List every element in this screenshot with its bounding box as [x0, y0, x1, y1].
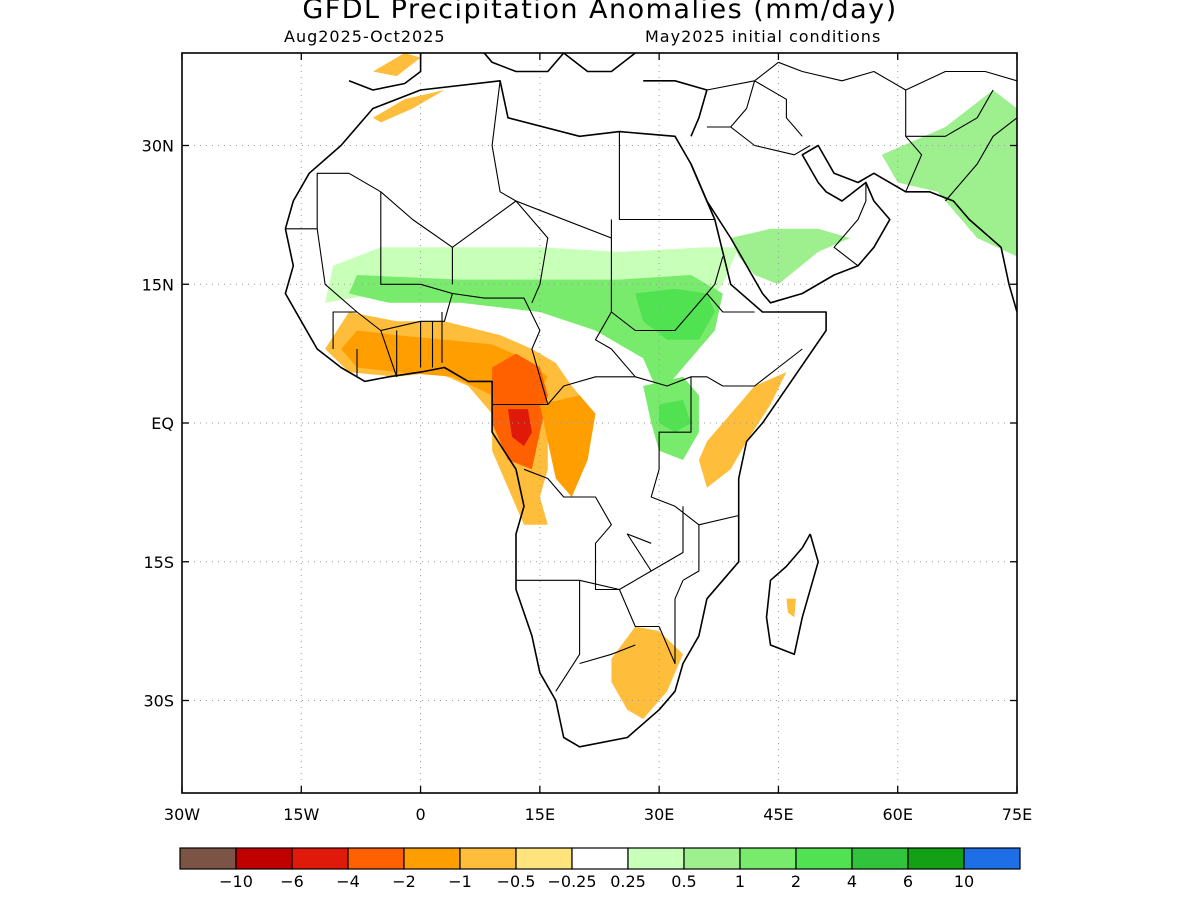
colorbar-label: −10: [219, 872, 253, 891]
country-border: [626, 533, 652, 572]
colorbar-swatch: [851, 847, 909, 870]
colorbar-label: −4: [336, 872, 360, 891]
colorbar-swatch: [571, 847, 629, 870]
country-border: [706, 293, 755, 313]
page-title: GFDL Precipitation Anomalies (mm/day): [302, 0, 898, 25]
country-border: [380, 330, 398, 377]
country-border: [380, 191, 453, 295]
colorbar-label: 6: [903, 872, 913, 891]
colorbar-label: 1: [735, 872, 745, 891]
colorbar-label: 10: [954, 872, 974, 891]
anomaly-arabia-wet: [730, 228, 850, 285]
anomaly-madagascar-dry: [786, 598, 796, 618]
colorbar-label: −6: [280, 872, 304, 891]
anomaly-east-africa-core: [659, 399, 691, 433]
country-border: [706, 126, 811, 156]
colorbar-swatch: [291, 847, 349, 870]
anomaly-congo-core: [508, 409, 532, 447]
lat-tick-label: EQ: [151, 414, 174, 433]
colorbar-swatch: [179, 847, 237, 870]
country-border: [539, 376, 636, 406]
country-border: [348, 172, 803, 387]
anomaly-sahel-core: [349, 275, 723, 396]
colorbar-label: −2: [392, 872, 416, 891]
colorbar-label: 0.5: [671, 872, 696, 891]
country-border: [682, 524, 700, 581]
lon-tick-label: 0: [415, 805, 425, 824]
country-border: [516, 579, 660, 628]
country-borders: [285, 61, 1017, 692]
colorbar-swatch: [627, 847, 685, 870]
lon-tick-label: 30W: [164, 805, 200, 824]
initial-conditions-label: May2025 initial conditions: [645, 27, 882, 46]
country-border: [285, 172, 349, 230]
colorbar-label: 4: [847, 872, 857, 891]
country-border: [618, 131, 715, 221]
lon-tick-label: 75E: [1002, 805, 1032, 824]
country-border: [332, 311, 357, 349]
colorbar-label: 2: [791, 872, 801, 891]
country-border: [833, 182, 867, 267]
colorbar-label: −0.5: [497, 872, 536, 891]
anomaly-maghreb-dry: [372, 90, 445, 123]
arabia-coast: [690, 144, 1017, 313]
country-border: [698, 61, 779, 118]
anomaly-iberia-dry: [372, 53, 421, 77]
lon-tick-label: 15W: [283, 805, 319, 824]
anomaly-india-wet: [881, 90, 1017, 257]
colorbar-swatch: [963, 847, 1021, 870]
country-border: [316, 228, 541, 377]
axis-ticks: 30W 15W 0 15E 30E 45E 60E 75E 30N 15N EQ 15S 30S: [142, 53, 1032, 824]
country-border: [754, 80, 803, 137]
country-border: [611, 256, 724, 332]
colorbar-swatch: [515, 847, 573, 870]
colorbar-label: −1: [448, 872, 472, 891]
country-border: [523, 468, 684, 591]
colorbar-swatch: [795, 847, 853, 870]
anomaly-fills: [325, 53, 1017, 719]
country-border: [778, 61, 923, 193]
colorbar-swatch: [347, 847, 405, 870]
colorbar-swatch: [403, 847, 461, 870]
lat-tick-label: 15S: [143, 553, 174, 572]
colorbar: −10 −6 −4 −2 −1 −0.5 −0.25 0.25 0.5 1 2 4 6 10: [179, 847, 1021, 891]
lon-tick-label: 60E: [882, 805, 912, 824]
colorbar-swatch: [683, 847, 741, 870]
madagascar: [765, 533, 820, 656]
country-border: [905, 89, 994, 137]
lon-tick-label: 45E: [763, 805, 793, 824]
lon-tick-label: 30E: [644, 805, 674, 824]
country-border: [650, 376, 739, 526]
country-border: [491, 80, 517, 202]
africa-coast: [284, 80, 827, 748]
lat-tick-label: 15N: [142, 275, 174, 294]
anomaly-east-coast-dry: [698, 372, 787, 488]
colorbar-swatch: [235, 847, 293, 870]
country-border: [515, 200, 549, 304]
country-border: [555, 580, 581, 692]
anomaly-southeast-africa-dry: [611, 626, 683, 719]
lat-tick-label: 30N: [142, 137, 174, 156]
country-border: [944, 117, 1017, 202]
country-border: [730, 80, 756, 128]
lat-tick-label: 30S: [143, 692, 174, 711]
colorbar-swatch: [907, 847, 965, 870]
colorbar-swatch: [739, 847, 797, 870]
italy-greece-coast: [483, 53, 636, 73]
period-label: Aug2025-Oct2025: [284, 27, 446, 46]
anomaly-sahel-maxima: [635, 288, 715, 340]
country-border: [658, 580, 684, 665]
iberia-coast: [348, 53, 422, 91]
anomaly-congo-east-dry: [539, 395, 596, 497]
lon-tick-label: 15E: [525, 805, 555, 824]
colorbar-label: 0.25: [610, 872, 646, 891]
country-border: [579, 644, 636, 665]
colorbar-swatch: [459, 847, 517, 870]
colorbar-label: −0.25: [547, 872, 596, 891]
country-border: [905, 70, 1017, 91]
